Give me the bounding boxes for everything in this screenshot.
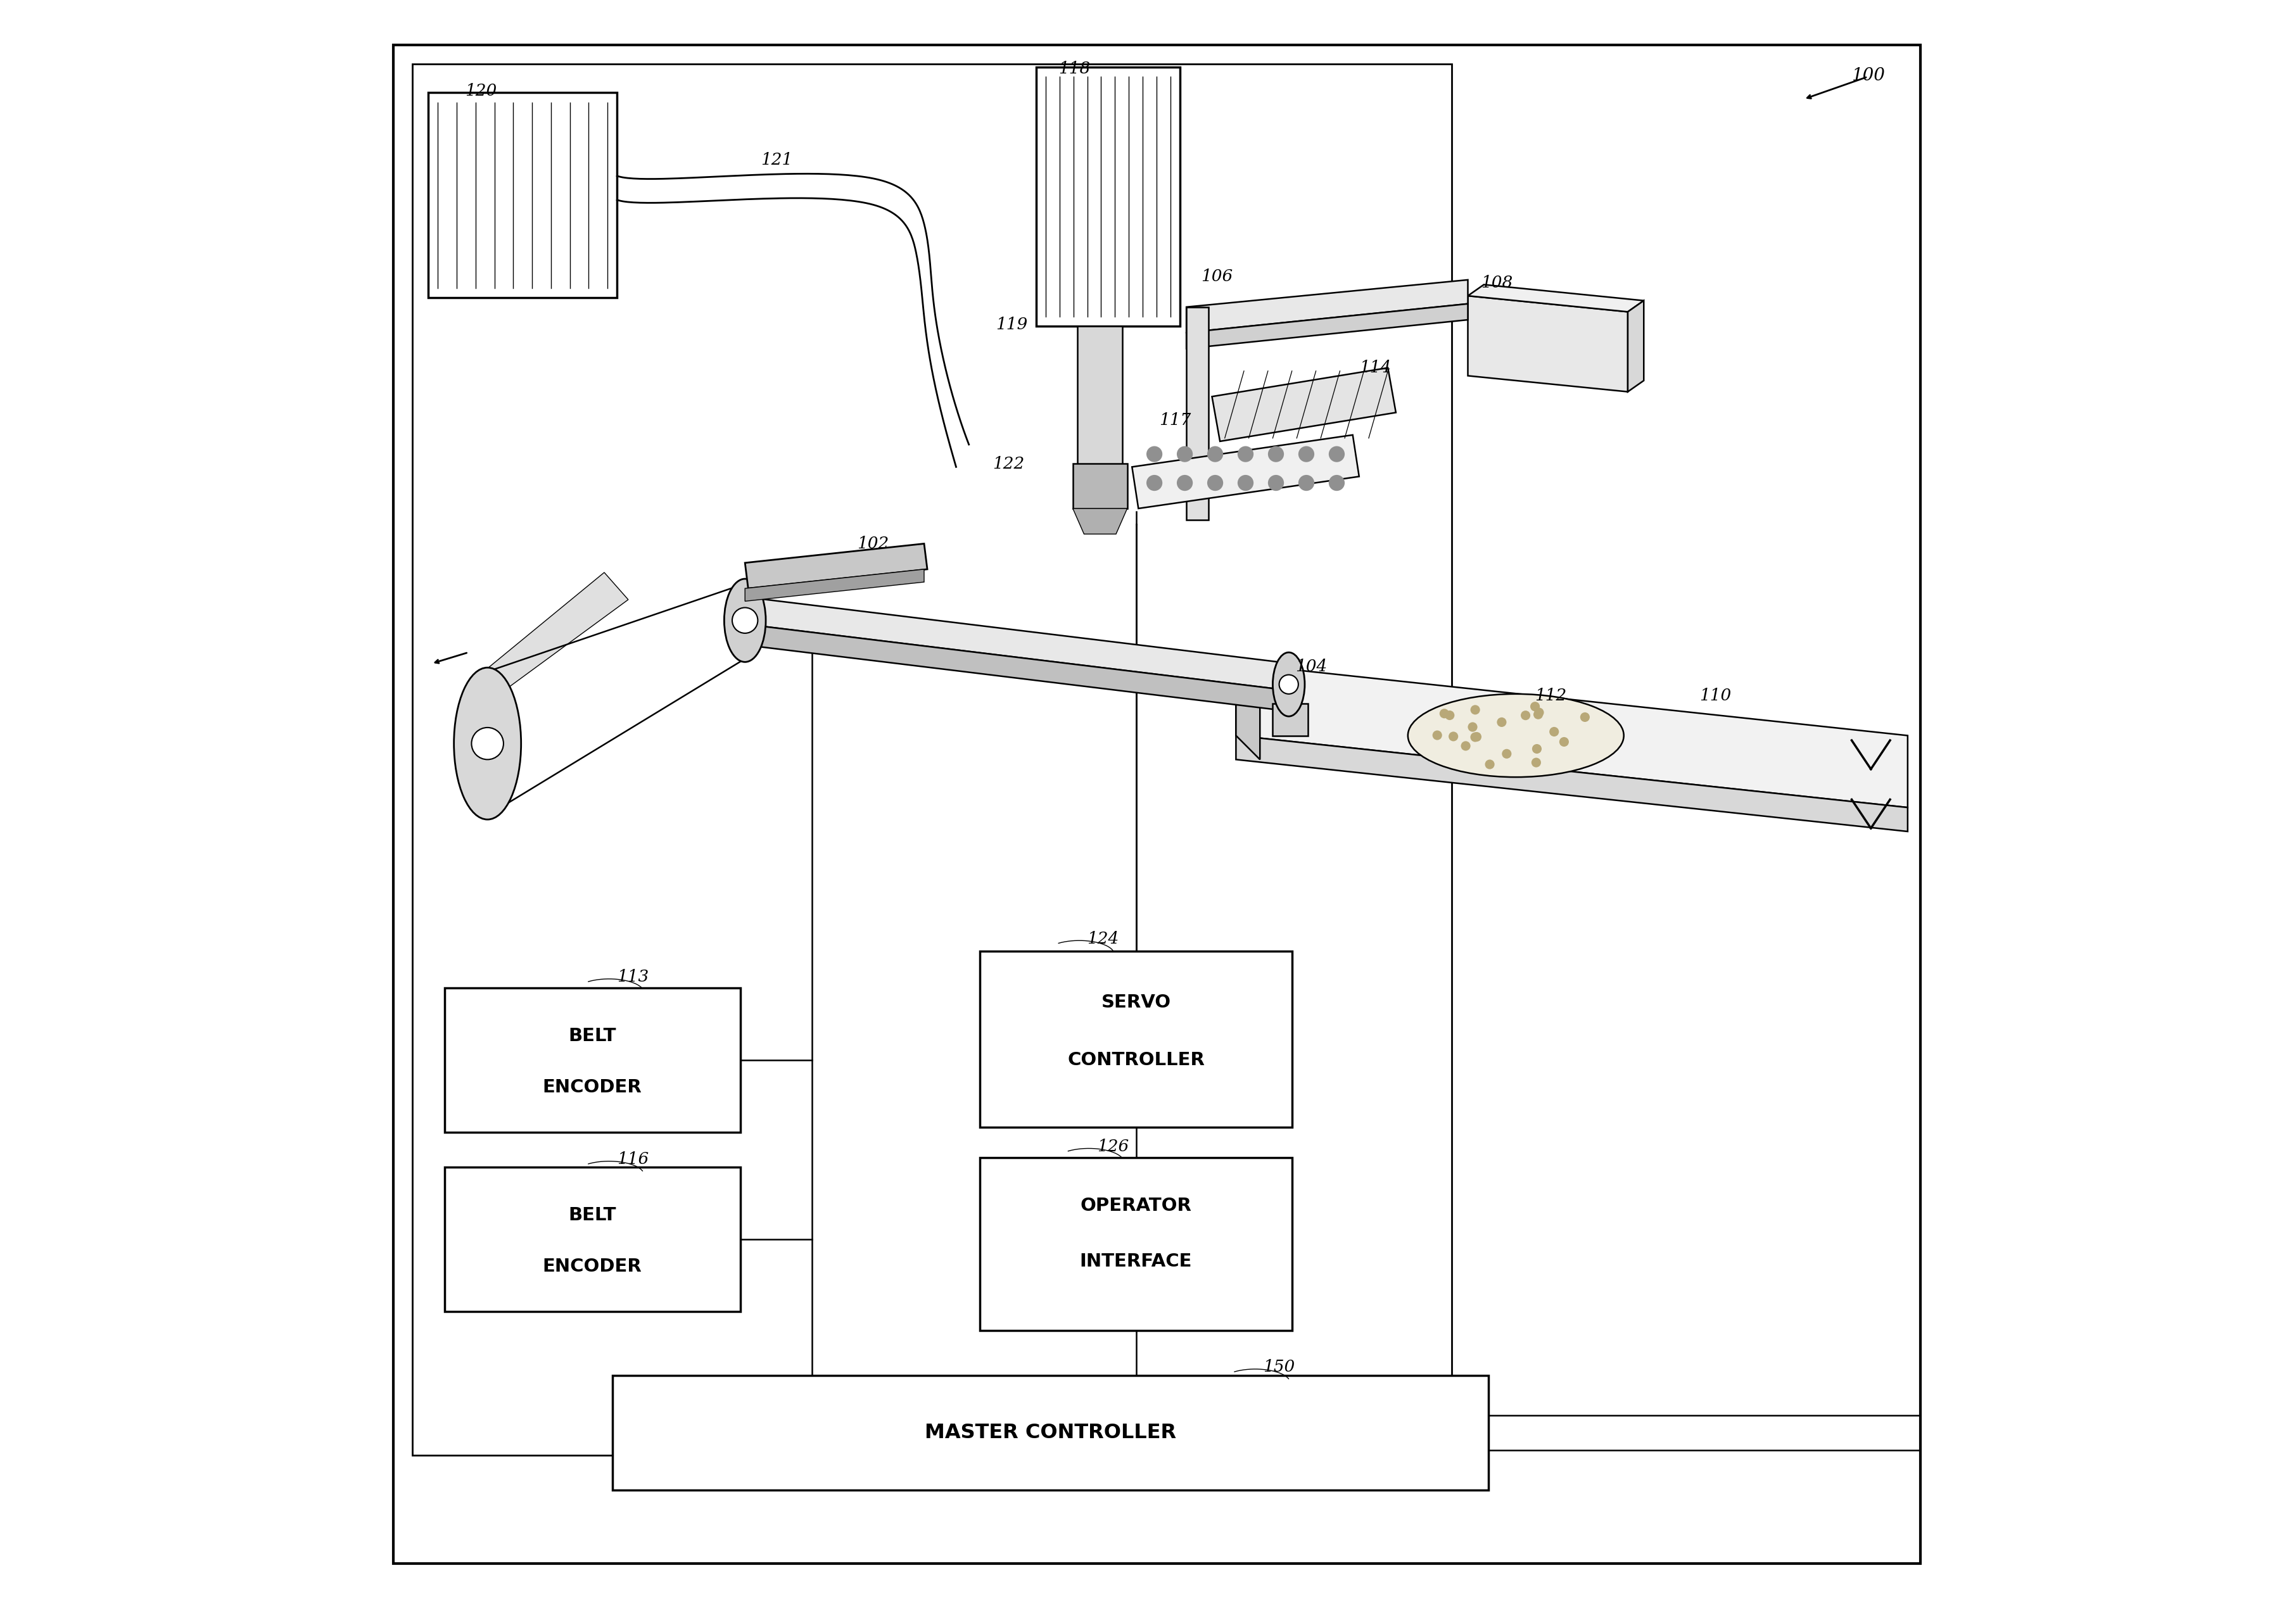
Circle shape <box>1531 744 1541 753</box>
Text: 122: 122 <box>992 456 1024 472</box>
Circle shape <box>1267 475 1283 491</box>
Polygon shape <box>487 572 629 688</box>
Polygon shape <box>1467 296 1628 392</box>
Circle shape <box>1529 702 1541 712</box>
Text: OPERATOR: OPERATOR <box>1081 1196 1192 1215</box>
Circle shape <box>1534 710 1543 720</box>
Circle shape <box>1146 475 1162 491</box>
Circle shape <box>1534 708 1543 718</box>
Polygon shape <box>1187 280 1467 333</box>
Text: INTERFACE: INTERFACE <box>1079 1252 1192 1271</box>
Text: ENCODER: ENCODER <box>542 1257 643 1276</box>
Circle shape <box>1469 705 1481 715</box>
Circle shape <box>1467 723 1476 732</box>
Circle shape <box>1550 728 1559 737</box>
Text: MASTER CONTROLLER: MASTER CONTROLLER <box>925 1423 1176 1442</box>
Circle shape <box>1238 446 1254 462</box>
Circle shape <box>1486 760 1495 769</box>
Polygon shape <box>1235 664 1261 760</box>
Circle shape <box>1329 475 1345 491</box>
Polygon shape <box>1235 736 1908 831</box>
Ellipse shape <box>723 579 767 662</box>
Polygon shape <box>1072 508 1127 534</box>
Circle shape <box>1238 475 1254 491</box>
Circle shape <box>1178 446 1194 462</box>
Circle shape <box>1208 475 1224 491</box>
Text: BELT: BELT <box>569 1206 615 1225</box>
Circle shape <box>1178 475 1194 491</box>
Bar <box>613 1375 1488 1490</box>
Bar <box>445 988 739 1132</box>
Text: 104: 104 <box>1295 659 1327 675</box>
Circle shape <box>1297 475 1313 491</box>
Circle shape <box>1208 446 1224 462</box>
Circle shape <box>1444 710 1453 720</box>
Polygon shape <box>744 569 923 601</box>
Circle shape <box>1329 446 1345 462</box>
Polygon shape <box>1235 664 1908 807</box>
Bar <box>980 1158 1293 1330</box>
Polygon shape <box>1212 368 1396 441</box>
Text: BELT: BELT <box>569 1027 615 1046</box>
Text: 120: 120 <box>466 83 496 99</box>
Bar <box>429 93 618 297</box>
Text: 110: 110 <box>1699 688 1731 704</box>
Text: 106: 106 <box>1201 269 1233 285</box>
Circle shape <box>1440 708 1449 718</box>
Circle shape <box>1146 446 1162 462</box>
Bar <box>445 1167 739 1311</box>
Circle shape <box>1279 675 1297 694</box>
Text: 126: 126 <box>1097 1138 1130 1154</box>
Ellipse shape <box>1272 652 1304 716</box>
Bar <box>980 951 1293 1127</box>
Circle shape <box>1497 718 1506 728</box>
Circle shape <box>1502 748 1511 758</box>
Circle shape <box>1297 446 1313 462</box>
Bar <box>1035 67 1180 326</box>
Circle shape <box>1472 732 1481 742</box>
Circle shape <box>732 608 758 633</box>
Text: CONTROLLER: CONTROLLER <box>1068 1051 1205 1070</box>
Text: 100: 100 <box>1851 67 1885 85</box>
Polygon shape <box>739 596 1293 691</box>
Polygon shape <box>1467 285 1644 312</box>
Circle shape <box>471 728 503 760</box>
Text: 117: 117 <box>1159 413 1192 429</box>
Ellipse shape <box>455 668 521 819</box>
Polygon shape <box>1132 435 1359 508</box>
Text: 119: 119 <box>996 317 1029 333</box>
Text: 113: 113 <box>618 969 650 985</box>
Text: SERVO: SERVO <box>1102 993 1171 1012</box>
Text: ENCODER: ENCODER <box>542 1078 643 1097</box>
Circle shape <box>1580 712 1589 721</box>
Circle shape <box>1531 758 1541 768</box>
Polygon shape <box>1628 301 1644 392</box>
Text: 150: 150 <box>1263 1359 1295 1375</box>
Circle shape <box>1449 732 1458 742</box>
Circle shape <box>1559 737 1568 747</box>
Text: 112: 112 <box>1536 688 1566 704</box>
Bar <box>413 64 1451 1455</box>
Text: 114: 114 <box>1359 360 1391 376</box>
Polygon shape <box>744 544 928 588</box>
Text: 124: 124 <box>1088 931 1118 947</box>
Polygon shape <box>739 624 1293 712</box>
Bar <box>1077 326 1123 470</box>
Circle shape <box>1460 742 1469 752</box>
Circle shape <box>1469 732 1481 742</box>
Circle shape <box>1433 731 1442 740</box>
Bar <box>1072 464 1127 508</box>
Circle shape <box>1520 710 1531 720</box>
Text: 118: 118 <box>1058 61 1091 77</box>
Text: 116: 116 <box>618 1151 650 1167</box>
Ellipse shape <box>1407 694 1623 777</box>
Polygon shape <box>1187 307 1208 520</box>
Circle shape <box>1267 446 1283 462</box>
Text: 108: 108 <box>1481 275 1513 291</box>
Polygon shape <box>1187 304 1467 349</box>
Polygon shape <box>1272 704 1309 736</box>
Text: 102: 102 <box>856 536 889 552</box>
Text: 121: 121 <box>760 152 792 168</box>
